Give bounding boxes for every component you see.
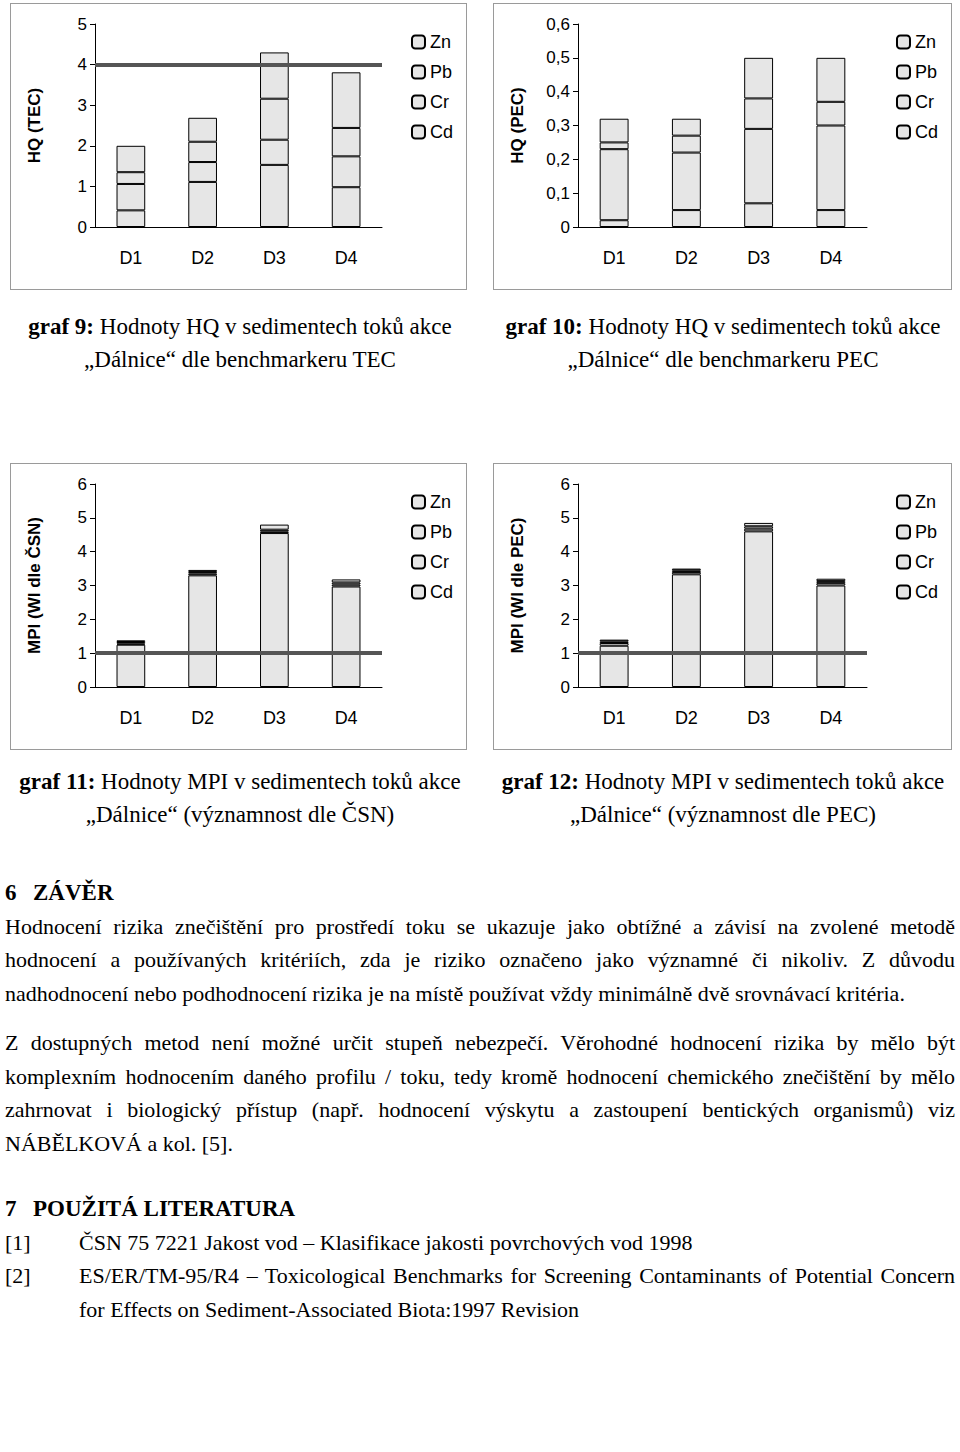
svg-text:1: 1 [561,644,570,663]
svg-text:0,2: 0,2 [546,150,570,169]
svg-text:MPI (WI dle ČSN): MPI (WI dle ČSN) [25,517,44,654]
svg-text:Zn: Zn [915,492,936,512]
svg-text:Cr: Cr [430,552,449,572]
svg-text:2: 2 [78,136,87,155]
svg-text:D3: D3 [263,708,286,728]
svg-text:Cd: Cd [915,582,938,602]
svg-text:D1: D1 [603,248,626,268]
html-text:[2]: [2] [5,1263,31,1288]
svg-text:D3: D3 [747,248,770,268]
svg-text:5: 5 [78,508,87,527]
svg-text:6: 6 [561,475,570,494]
html-text:ES/ER/TM-95/R4 – Toxicological: ES/ER/TM-95/R4 – Toxicological Benchmark… [79,1263,955,1322]
svg-text:MPI (WI dle PEC): MPI (WI dle PEC) [508,518,527,654]
svg-text:4: 4 [78,542,87,561]
svg-text:Zn: Zn [430,32,451,52]
html-text:Z dostupných metod není možné: Z dostupných metod není možné určit stup… [5,1030,955,1156]
svg-text:0: 0 [561,218,570,237]
html-text:ČSN 75 7221 Jakost vod – Klasi: ČSN 75 7221 Jakost vod – Klasifikace jak… [79,1229,693,1255]
svg-text:2: 2 [561,610,570,629]
svg-text:3: 3 [78,576,87,595]
svg-text:5: 5 [561,508,570,527]
svg-text:D4: D4 [819,248,842,268]
html-text:graf 11: Hodnoty MPI v sedimen: graf 11: Hodnoty MPI v sedimentech toků … [19,769,461,827]
svg-text:Cd: Cd [430,122,453,142]
html-text:Hodnocení rizika znečištění pr: Hodnocení rizika znečištění pro prostřed… [5,913,955,1006]
svg-text:0,4: 0,4 [546,82,570,101]
svg-text:Cr: Cr [915,92,934,112]
svg-text:0,6: 0,6 [546,15,570,34]
svg-text:Zn: Zn [430,492,451,512]
svg-text:D1: D1 [603,708,626,728]
svg-text:D3: D3 [747,708,770,728]
svg-text:0,5: 0,5 [546,48,570,67]
svg-text:Pb: Pb [915,522,937,542]
svg-text:Cr: Cr [915,552,934,572]
svg-text:D2: D2 [191,708,214,728]
html-text:graf 10: Hodnoty HQ v sediment: graf 10: Hodnoty HQ v sedimentech toků a… [505,314,941,372]
svg-text:3: 3 [561,576,570,595]
svg-text:D4: D4 [819,708,842,728]
svg-text:Pb: Pb [430,62,452,82]
svg-text:D4: D4 [335,248,358,268]
svg-text:Pb: Pb [430,522,452,542]
html-text:[1]: [1] [5,1229,31,1255]
html-text:POUŽITÁ LITERATURA: POUŽITÁ LITERATURA [33,1196,296,1221]
svg-text:Pb: Pb [915,62,937,82]
svg-text:3: 3 [78,96,87,115]
html-text:graf 9: Hodnoty HQ v sedimente: graf 9: Hodnoty HQ v sedimentech toků ak… [28,314,452,372]
svg-text:6: 6 [78,475,87,494]
svg-text:0,1: 0,1 [546,184,570,203]
svg-text:0: 0 [78,218,87,237]
svg-text:HQ (TEC): HQ (TEC) [25,88,44,164]
html-text:7: 7 [5,1196,17,1221]
svg-text:HQ (PEC): HQ (PEC) [508,87,527,164]
svg-text:2: 2 [78,610,87,629]
svg-text:D2: D2 [675,248,698,268]
svg-text:1: 1 [78,644,87,663]
svg-text:4: 4 [561,542,570,561]
html-text:graf 12: Hodnoty MPI v sedimen: graf 12: Hodnoty MPI v sedimentech toků … [501,769,945,827]
svg-text:D3: D3 [263,248,286,268]
svg-text:0,3: 0,3 [546,116,570,135]
html-text:6: 6 [5,880,17,905]
svg-text:5: 5 [78,15,87,34]
svg-text:4: 4 [78,55,87,74]
svg-text:0: 0 [561,678,570,697]
svg-text:Cd: Cd [915,122,938,142]
svg-text:D2: D2 [675,708,698,728]
svg-text:Cr: Cr [430,92,449,112]
svg-text:Cd: Cd [430,582,453,602]
svg-text:0: 0 [78,678,87,697]
svg-text:D1: D1 [119,708,142,728]
svg-text:D2: D2 [191,248,214,268]
svg-text:1: 1 [78,177,87,196]
svg-text:D1: D1 [119,248,142,268]
svg-text:Zn: Zn [915,32,936,52]
svg-text:D4: D4 [335,708,358,728]
html-text:ZÁVĚR: ZÁVĚR [33,880,114,905]
